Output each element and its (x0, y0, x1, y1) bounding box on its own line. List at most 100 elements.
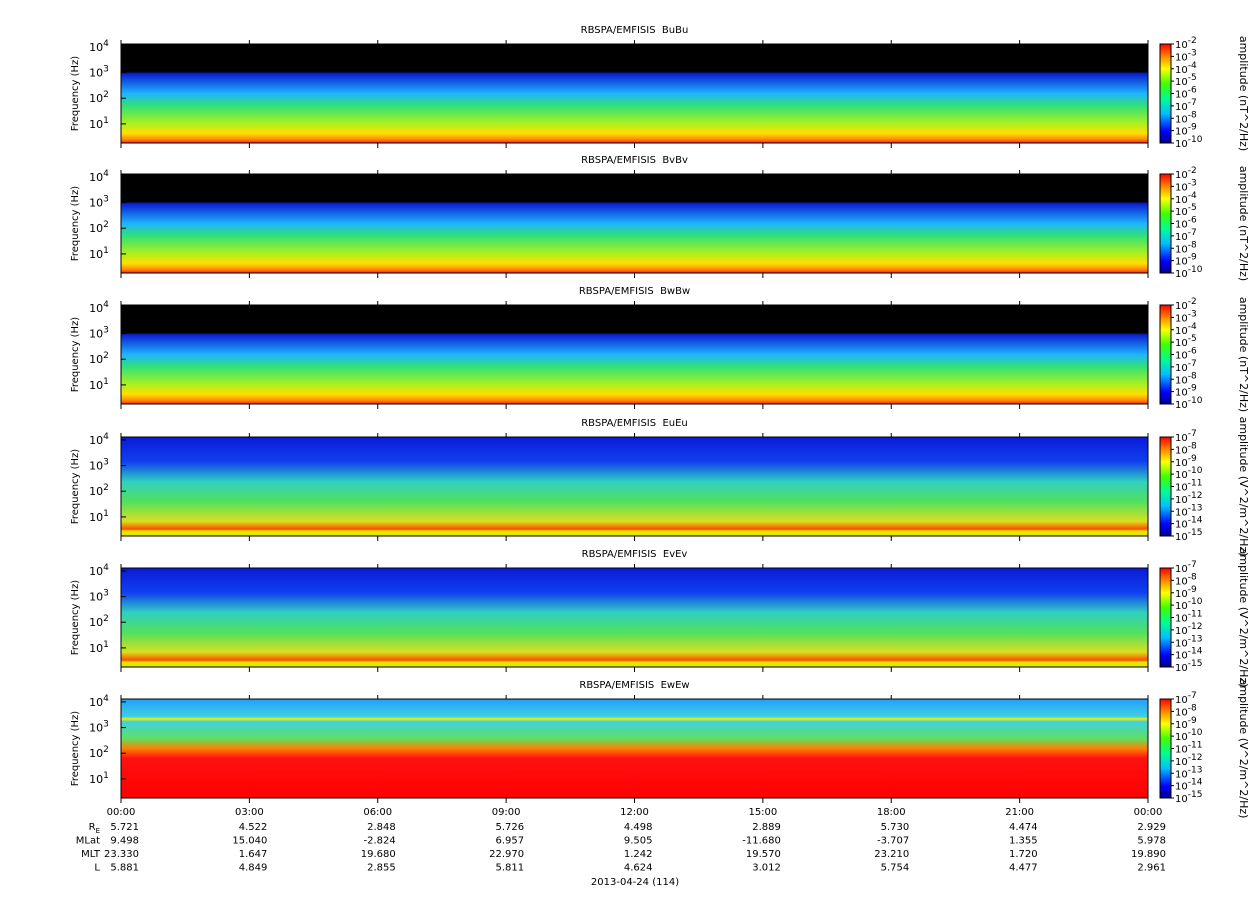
colorbar-tick-label: 10-7 (1175, 228, 1197, 243)
y-tick-label: 102 (89, 351, 109, 366)
colorbar-tick-label: 10-6 (1175, 216, 1197, 231)
y-tick-label: 104 (89, 563, 109, 578)
colorbar-tick-label: 10-9 (1175, 123, 1197, 138)
y-tick-label: 104 (89, 432, 109, 447)
colorbar-tick-label: 10-10 (1175, 466, 1203, 481)
y-tick-label: 104 (89, 169, 109, 184)
y-axis-label: Frequency (Hz) (70, 186, 81, 262)
colorbar-label: amplitude (V^2/m^2/Hz) (1237, 679, 1248, 819)
ephemeris-value: 1.242 (624, 849, 653, 860)
colorbar-tick-label: 10-7 (1175, 560, 1197, 575)
colorbar-tick-label: 10-12 (1175, 753, 1202, 768)
spectrogram (121, 699, 1148, 798)
colorbar-tick-label: 10-8 (1175, 572, 1197, 587)
colorbar-tick-label: 10-11 (1175, 479, 1202, 494)
colorbar-tick-label: 10-14 (1175, 778, 1203, 793)
colorbar-label: amplitude (V^2/m^2/Hz) (1237, 548, 1248, 688)
ephemeris-value: 4.849 (239, 863, 268, 874)
colorbar (1159, 567, 1172, 668)
panel-title: RBSPA/EMFISIS EvEv (582, 549, 688, 560)
ephemeris-value: 23.330 (104, 849, 139, 860)
x-tick-label: 03:00 (235, 807, 264, 818)
y-tick-label: 101 (89, 771, 109, 786)
colorbar-tick-label: 10-9 (1175, 454, 1197, 469)
x-tick-label: 09:00 (492, 807, 521, 818)
x-tick-label: 12:00 (620, 807, 649, 818)
y-tick-label: 102 (89, 614, 109, 629)
ephemeris-value: 9.505 (624, 836, 653, 847)
y-axis-label: Frequency (Hz) (70, 449, 81, 525)
y-tick-label: 102 (89, 90, 109, 105)
spectrogram (121, 568, 1148, 667)
y-tick-label: 103 (89, 65, 109, 80)
panel-title: RBSPA/EMFISIS BvBv (581, 155, 688, 166)
panel-title: RBSPA/EMFISIS BuBu (581, 25, 689, 36)
colorbar-tick-label: 10-7 (1175, 691, 1197, 706)
ephemeris-value: -3.707 (877, 836, 909, 847)
colorbar-tick-label: 10-8 (1175, 240, 1197, 255)
ephemeris-value: 5.726 (495, 822, 524, 833)
colorbar-tick-label: 10-10 (1175, 396, 1203, 411)
x-tick-label: 06:00 (363, 807, 392, 818)
ephemeris-value: 19.570 (746, 849, 781, 860)
colorbar-tick-label: 10-9 (1175, 716, 1197, 731)
colorbar-tick-label: 10-4 (1175, 322, 1197, 337)
ephemeris-value: 5.730 (881, 822, 910, 833)
ephemeris-value: 5.811 (495, 863, 524, 874)
ephemeris-value: -11.680 (742, 836, 781, 847)
y-tick-label: 104 (89, 39, 109, 54)
ephemeris-label: MLat (76, 836, 100, 847)
colorbar-tick-label: 10-14 (1175, 516, 1203, 531)
ephemeris-value: 5.754 (881, 863, 910, 874)
ephemeris-value: 2.848 (367, 822, 396, 833)
x-tick-label: 15:00 (748, 807, 777, 818)
colorbar-tick-label: 10-11 (1175, 610, 1202, 625)
ephemeris-label: L (94, 863, 100, 874)
ephemeris-value: 2.929 (1137, 822, 1166, 833)
ephemeris-value: 15.040 (232, 836, 267, 847)
ephemeris-value: 1.647 (239, 849, 268, 860)
colorbar-label: amplitude (nT^2/Hz) (1237, 297, 1248, 412)
y-tick-label: 101 (89, 509, 109, 524)
ephemeris-label: MLT (81, 849, 101, 860)
ephemeris-value: -2.824 (364, 836, 396, 847)
colorbar-tick-label: 10-13 (1175, 503, 1202, 518)
ephemeris-value: 19.680 (361, 849, 396, 860)
y-axis-label: Frequency (Hz) (70, 56, 81, 132)
colorbar-tick-label: 10-8 (1175, 441, 1197, 456)
colorbar-tick-label: 10-9 (1175, 585, 1197, 600)
ephemeris-value: 5.978 (1137, 836, 1166, 847)
ephemeris-value: 2.961 (1137, 863, 1166, 874)
ephemeris-value: 1.720 (1009, 849, 1038, 860)
colorbar-tick-label: 10-4 (1175, 61, 1197, 76)
colorbar-tick-label: 10-7 (1175, 429, 1197, 444)
colorbar-tick-label: 10-2 (1175, 297, 1197, 312)
colorbar-tick-label: 10-10 (1175, 728, 1203, 743)
y-tick-label: 101 (89, 377, 109, 392)
colorbar-tick-label: 10-12 (1175, 491, 1202, 506)
colorbar-tick-label: 10-15 (1175, 528, 1202, 543)
colorbar-tick-label: 10-7 (1175, 98, 1197, 113)
colorbar-tick-label: 10-15 (1175, 659, 1202, 674)
colorbar-tick-label: 10-3 (1175, 309, 1197, 324)
colorbar-label: amplitude (nT^2/Hz) (1237, 166, 1248, 281)
y-tick-label: 104 (89, 300, 109, 315)
ephemeris-value: 2.889 (752, 822, 781, 833)
y-tick-label: 101 (89, 640, 109, 655)
y-tick-label: 103 (89, 195, 109, 210)
x-axis-label: 2013-04-24 (114) (591, 877, 679, 888)
ephemeris-value: 1.355 (1009, 836, 1038, 847)
ephemeris-value: 4.498 (624, 822, 653, 833)
colorbar-tick-label: 10-10 (1175, 135, 1203, 150)
colorbar-tick-label: 10-8 (1175, 110, 1197, 125)
colorbar (1159, 698, 1172, 799)
colorbar-tick-label: 10-2 (1175, 36, 1197, 51)
y-tick-label: 103 (89, 326, 109, 341)
colorbar-tick-label: 10-5 (1175, 334, 1197, 349)
ephemeris-value: 2.855 (367, 863, 396, 874)
colorbar-tick-label: 10-13 (1175, 765, 1202, 780)
colorbar-tick-label: 10-5 (1175, 203, 1197, 218)
ephemeris-label: RE (89, 822, 100, 835)
y-axis-label: Frequency (Hz) (70, 580, 81, 656)
colorbar (1159, 436, 1172, 537)
